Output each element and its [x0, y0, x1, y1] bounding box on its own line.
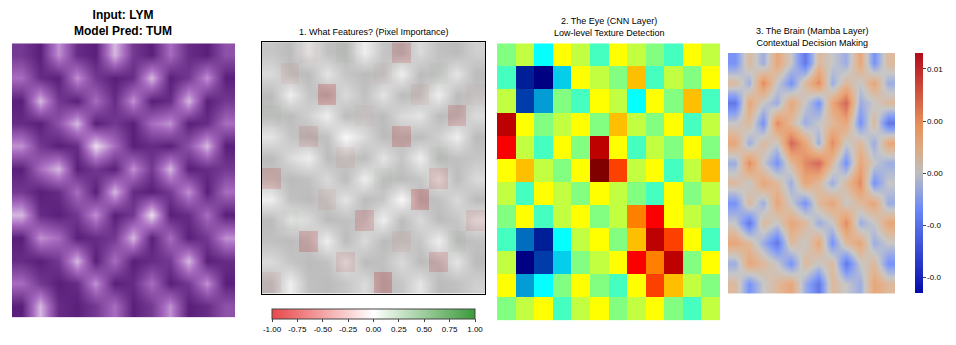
svg-text:3. The Brain (Mamba Layer)Cont: 3. The Brain (Mamba Layer)Contextual Dec… — [756, 26, 868, 48]
svg-text:-0.50: -0.50 — [314, 325, 333, 334]
svg-text:0.75: 0.75 — [442, 325, 458, 334]
svg-text:1. What Features? (Pixel Impor: 1. What Features? (Pixel Importance) — [299, 27, 449, 37]
svg-text:Input: LYMModel Pred: TUM: Input: LYMModel Pred: TUM — [74, 8, 172, 38]
svg-text:-0.25: -0.25 — [339, 325, 358, 334]
svg-text:1.00: 1.00 — [467, 325, 483, 334]
svg-text:0.00: 0.00 — [927, 169, 943, 178]
svg-text:-1.00: -1.00 — [263, 325, 282, 334]
svg-text:0.00: 0.00 — [927, 117, 943, 126]
svg-text:2. The Eye (CNN Layer)Low-leve: 2. The Eye (CNN Layer)Low-level Texture … — [554, 16, 664, 38]
svg-text:0.00: 0.00 — [366, 325, 382, 334]
svg-text:0.01: 0.01 — [927, 65, 943, 74]
svg-text:-0.0: -0.0 — [927, 273, 941, 282]
svg-text:0.50: 0.50 — [416, 325, 432, 334]
svg-text:-0.75: -0.75 — [288, 325, 307, 334]
svg-text:-0.0: -0.0 — [927, 221, 941, 230]
svg-text:0.25: 0.25 — [391, 325, 407, 334]
